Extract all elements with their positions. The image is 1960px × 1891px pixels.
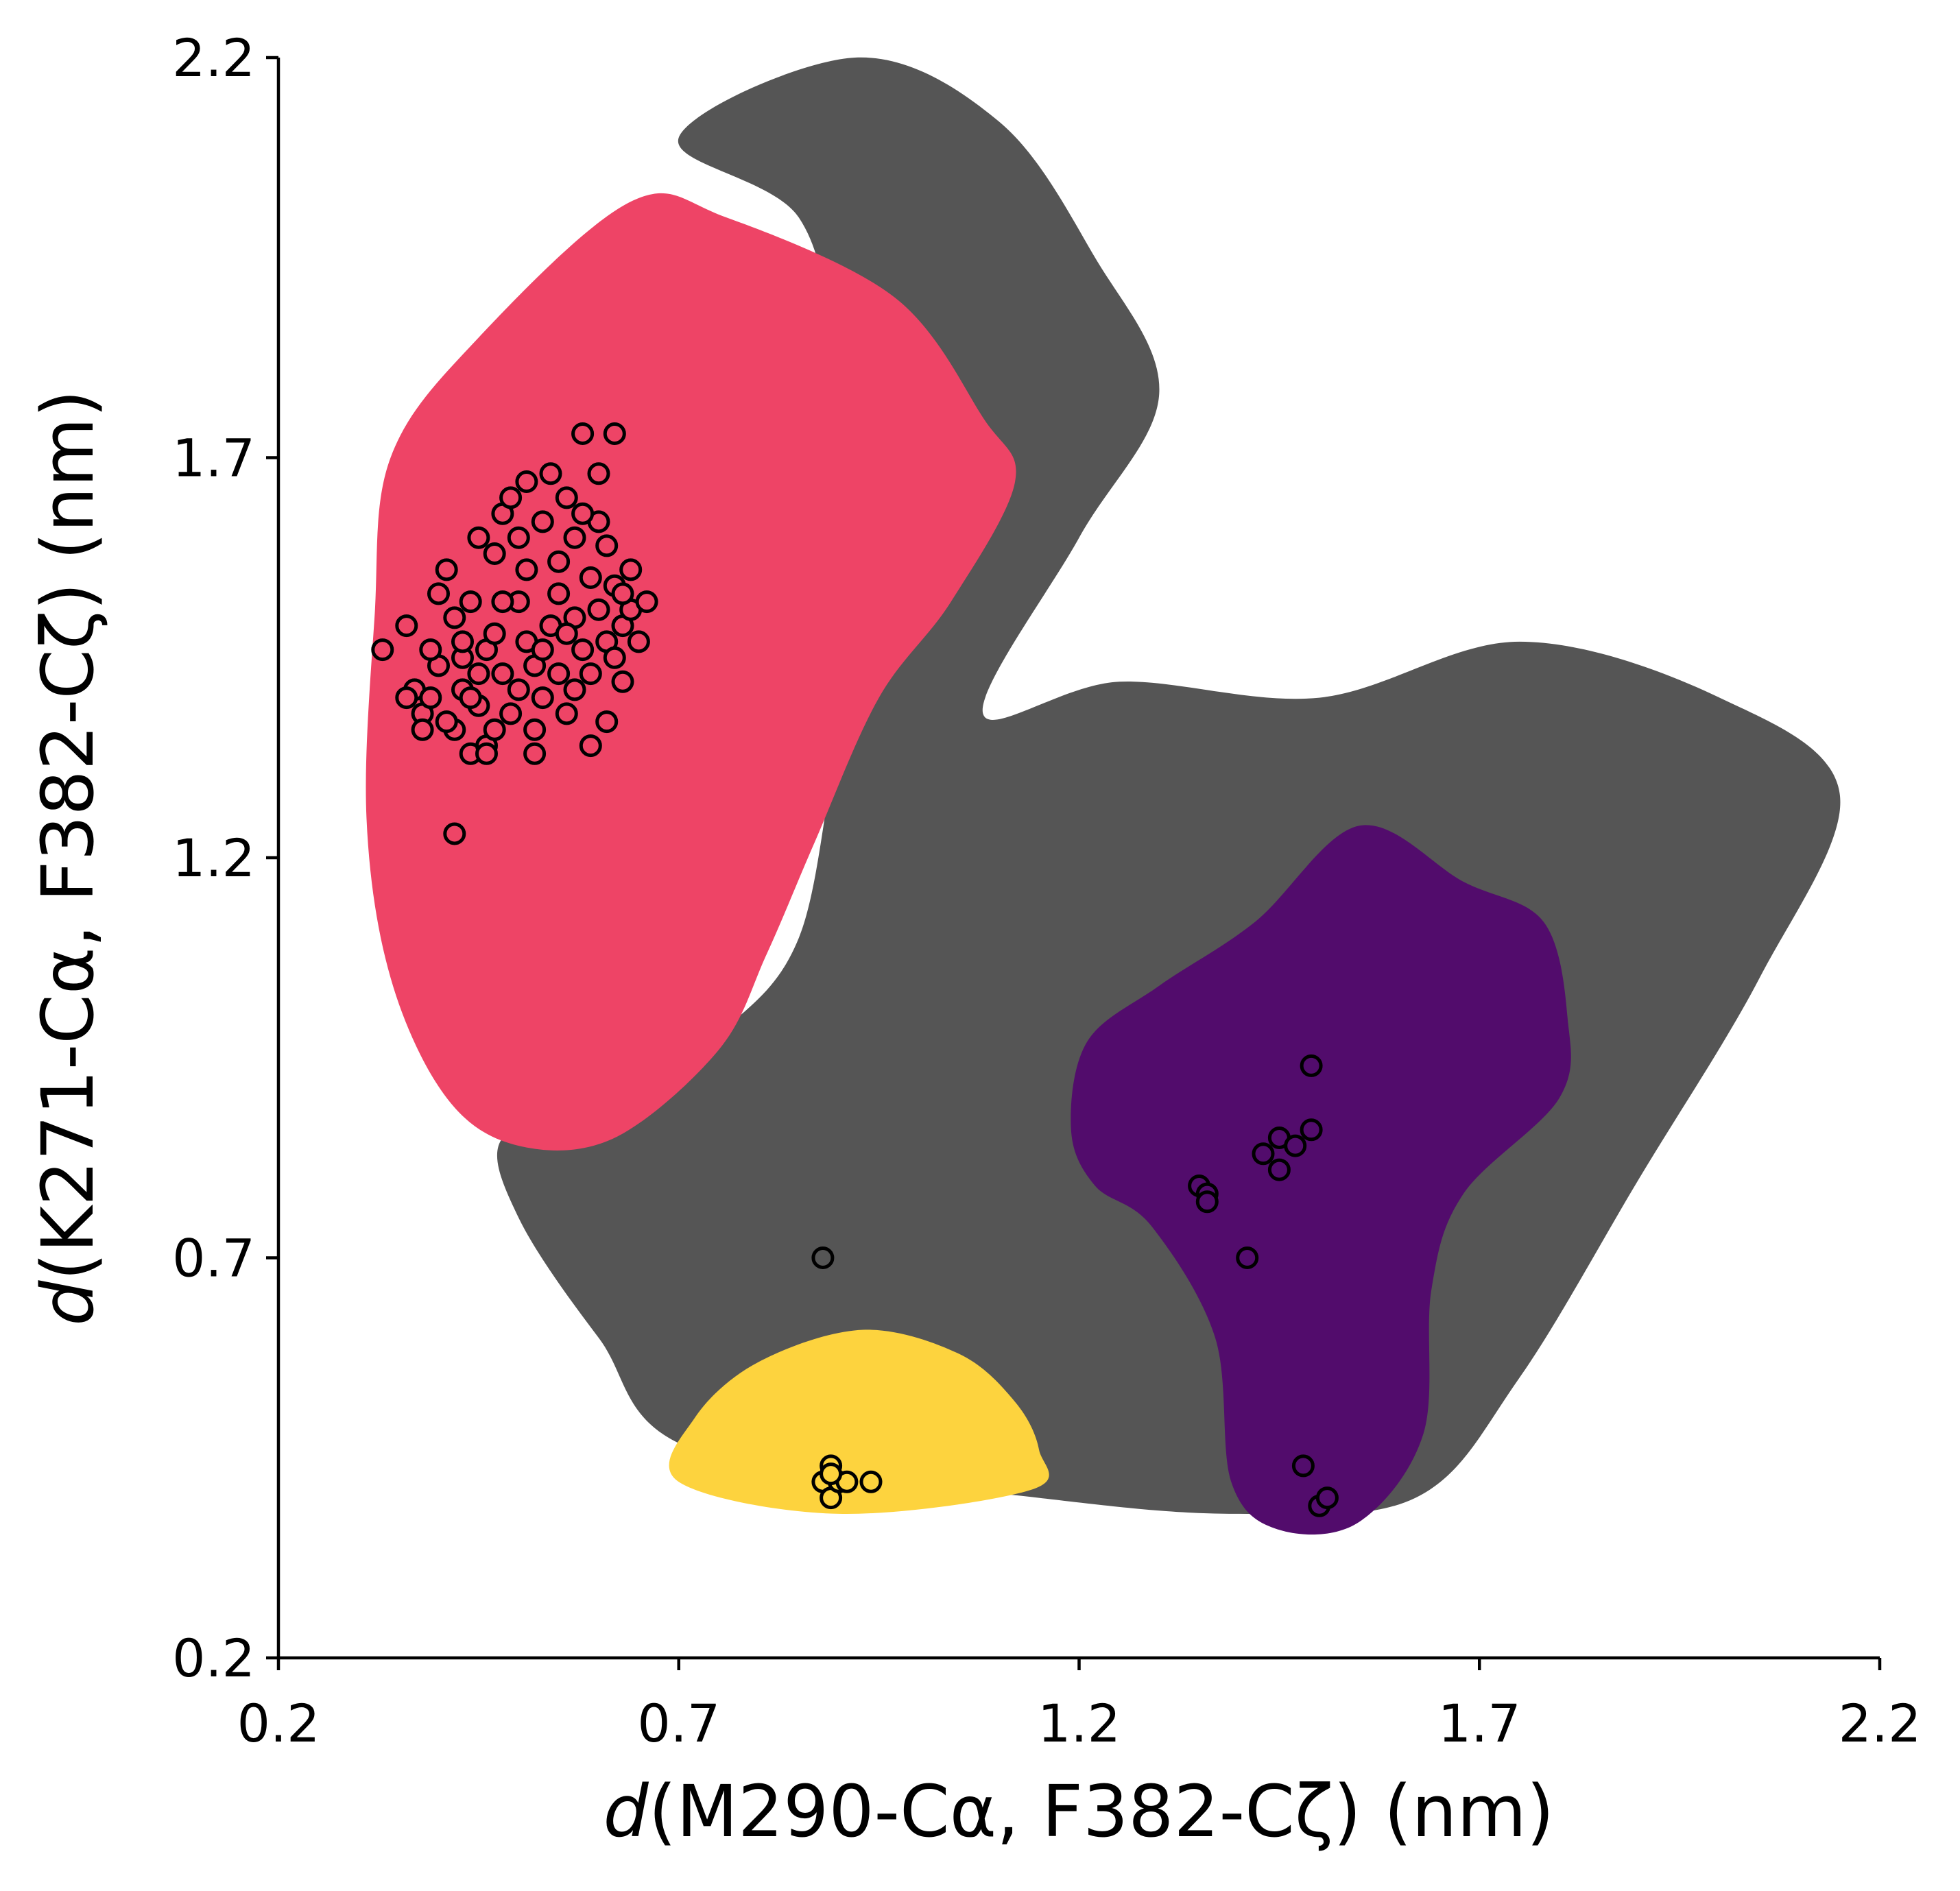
red-cluster-point <box>467 662 490 686</box>
red-cluster-point <box>491 662 514 686</box>
purple-cluster-point <box>1291 1454 1315 1478</box>
red-cluster-point <box>483 542 506 565</box>
yellow-cluster-point <box>859 1470 883 1493</box>
purple-cluster-point <box>1267 1158 1291 1181</box>
red-cluster-point <box>467 526 490 549</box>
red-cluster-point <box>571 422 595 445</box>
red-cluster-point <box>595 534 619 557</box>
red-cluster-point <box>531 510 554 533</box>
red-cluster-point <box>419 686 442 710</box>
red-cluster-point <box>619 558 643 581</box>
purple-cluster-point <box>1252 1142 1275 1166</box>
axis-ticks: 0.2 0.7 1.2 1.7 2.2 0.2 0.7 1.2 1.7 2.2 <box>172 27 1921 1754</box>
red-cluster-point <box>459 686 482 710</box>
red-cluster-point <box>531 686 554 710</box>
x-tick-label: 2.2 <box>1839 1693 1922 1754</box>
gray-point <box>811 1246 835 1269</box>
red-cluster-point <box>419 638 442 662</box>
red-cluster-point <box>555 622 578 645</box>
red-cluster-point <box>587 598 610 621</box>
red-cluster-point <box>507 526 530 549</box>
red-cluster-point <box>547 662 571 686</box>
red-cluster-region <box>366 193 1016 1151</box>
red-cluster-point <box>627 630 650 653</box>
red-cluster-point <box>587 462 610 485</box>
red-cluster-point <box>395 614 418 638</box>
purple-cluster-point <box>1300 1054 1323 1077</box>
red-cluster-point <box>539 462 562 485</box>
cluster-points <box>371 422 1339 1517</box>
purple-cluster-region <box>1071 825 1571 1535</box>
x-tick-label: 1.2 <box>1038 1693 1121 1754</box>
purple-cluster-point <box>1284 1134 1307 1157</box>
red-cluster-point <box>515 470 538 493</box>
purple-cluster-point <box>1300 1118 1323 1142</box>
red-cluster-point <box>555 486 578 509</box>
red-cluster-point <box>635 590 658 614</box>
red-cluster-point <box>571 502 595 525</box>
red-cluster-point <box>555 702 578 725</box>
red-cluster-point <box>611 670 634 693</box>
red-cluster-point <box>571 638 595 662</box>
yellow-cluster-region <box>669 1329 1049 1515</box>
red-cluster-point <box>483 622 506 645</box>
red-cluster-point <box>491 590 514 614</box>
red-cluster-point <box>475 742 498 765</box>
red-cluster-point <box>395 686 418 710</box>
y-axis-title: d(K271-Cα, F382-Cζ) (nm) <box>26 389 110 1325</box>
red-cluster-point <box>595 710 619 734</box>
red-cluster-point <box>459 590 482 614</box>
red-cluster-point <box>499 486 523 509</box>
red-cluster-point <box>523 718 547 741</box>
purple-cluster-point <box>1315 1486 1339 1510</box>
red-cluster-point <box>483 718 506 741</box>
red-cluster-point <box>435 710 458 734</box>
y-tick-label: 1.7 <box>172 428 255 489</box>
yellow-cluster-point <box>820 1462 843 1486</box>
red-cluster-point <box>443 606 466 629</box>
y-tick-label: 2.2 <box>172 27 255 88</box>
red-cluster-point <box>507 678 530 701</box>
red-cluster-point <box>411 718 434 741</box>
red-cluster-point <box>515 558 538 581</box>
purple-cluster-point <box>1236 1246 1259 1269</box>
x-tick-label: 1.7 <box>1438 1693 1521 1754</box>
x-axis-title: d(M290-Cα, F382-Cζ) (nm) <box>603 1770 1555 1853</box>
red-cluster-point <box>547 550 571 573</box>
red-cluster-point <box>563 526 586 549</box>
red-cluster-point <box>611 582 634 605</box>
red-cluster-point <box>451 630 474 653</box>
red-cluster-point <box>547 582 571 605</box>
red-cluster-point <box>579 734 602 758</box>
red-cluster-point <box>443 822 466 845</box>
red-cluster-point <box>563 678 586 701</box>
red-cluster-point <box>603 422 626 445</box>
red-cluster-point <box>523 742 547 765</box>
red-cluster-point <box>499 702 523 725</box>
x-tick-label: 0.2 <box>237 1693 320 1754</box>
red-cluster-point <box>371 638 394 662</box>
red-cluster-point <box>579 662 602 686</box>
red-cluster-point <box>579 566 602 589</box>
red-cluster-point <box>603 646 626 669</box>
purple-cluster-point <box>1195 1190 1219 1214</box>
y-tick-label: 0.7 <box>172 1228 255 1289</box>
red-cluster-point <box>531 638 554 662</box>
x-tick-label: 0.7 <box>637 1693 720 1754</box>
density-regions <box>366 57 1841 1535</box>
red-cluster-point <box>435 558 458 581</box>
y-tick-label: 0.2 <box>172 1628 255 1689</box>
y-tick-label: 1.2 <box>172 828 255 889</box>
red-cluster-point <box>427 582 450 605</box>
